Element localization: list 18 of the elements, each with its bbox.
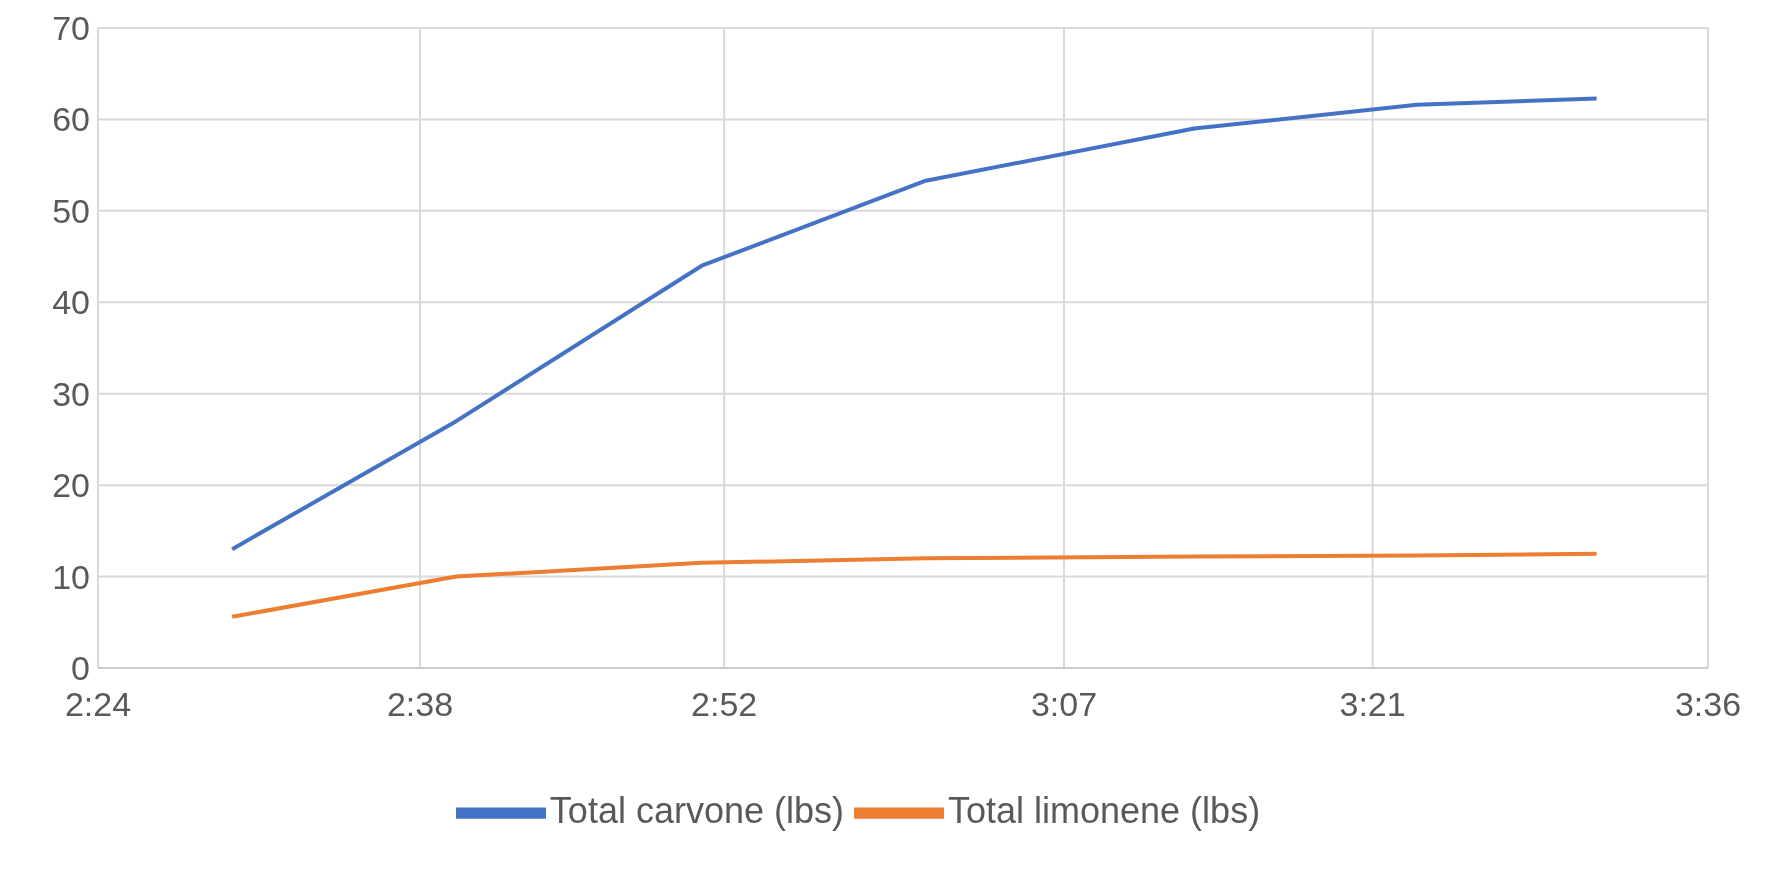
legend-label: Total carvone (lbs) bbox=[549, 789, 844, 831]
line-series bbox=[230, 551, 1599, 619]
x-tick-label: 2:24 bbox=[64, 685, 132, 724]
y-tick-label: 50 bbox=[52, 191, 90, 230]
y-tick-label: 0 bbox=[71, 649, 90, 688]
y-tick-label: 10 bbox=[52, 557, 90, 596]
legend-label: Total limonene (lbs) bbox=[947, 789, 1261, 831]
x-tick-label: 3:21 bbox=[1339, 685, 1406, 724]
y-tick-label: 30 bbox=[52, 374, 90, 413]
y-tick-label: 20 bbox=[52, 466, 90, 505]
y-tick-label: 40 bbox=[52, 283, 90, 322]
line-series bbox=[230, 96, 1599, 552]
x-tick-label: 2:52 bbox=[691, 685, 758, 724]
y-tick-label: 60 bbox=[52, 100, 90, 139]
x-tick-label: 3:36 bbox=[1674, 685, 1742, 724]
y-tick-label: 70 bbox=[52, 9, 90, 48]
x-tick-label: 2:38 bbox=[386, 685, 454, 724]
x-tick-label: 3:07 bbox=[1030, 685, 1098, 724]
